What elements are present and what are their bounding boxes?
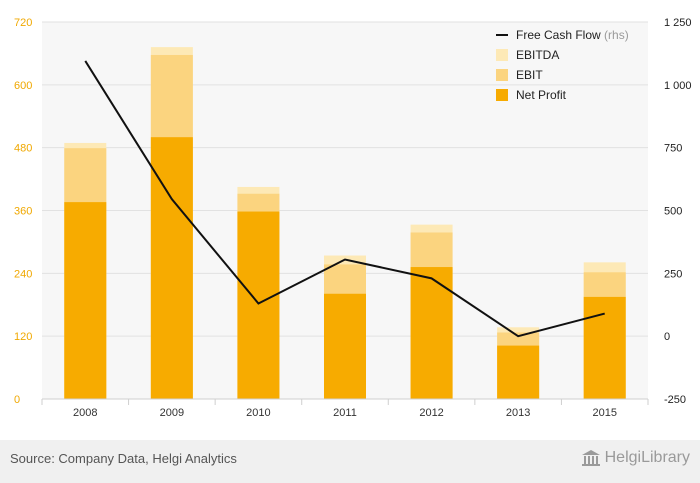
- right-tick-label: -250: [664, 394, 686, 406]
- footer: Source: Company Data, Helgi Analytics He…: [0, 440, 700, 483]
- right-tick-label: 750: [664, 143, 682, 155]
- left-tick-label: 240: [14, 268, 32, 280]
- legend-swatch-box: [496, 69, 508, 81]
- left-tick-label: 600: [14, 80, 32, 92]
- bar-net-profit: [583, 296, 626, 399]
- x-tick-label: 2011: [333, 407, 357, 419]
- legend-item-label: EBIT: [516, 68, 543, 82]
- library-building-icon: [581, 450, 600, 466]
- left-tick-label: 720: [14, 17, 32, 29]
- bar-net-profit: [150, 137, 193, 399]
- left-tick-label: 0: [14, 394, 20, 406]
- x-tick-label: 2013: [506, 407, 530, 419]
- x-tick-label: 2008: [73, 407, 97, 419]
- legend-item-label: EBITDA: [516, 48, 559, 62]
- legend-swatch-box: [496, 49, 508, 61]
- x-tick-label: 2010: [246, 407, 270, 419]
- legend-swatch-box: [496, 89, 508, 101]
- bar-net-profit: [64, 202, 107, 399]
- left-tick-label: 120: [14, 331, 32, 343]
- chart-area: 0 120 240 360 480 600 720 -250 0 250 500 750 1 000 1 …: [14, 17, 692, 419]
- brand-name: HelgiLibrary: [604, 449, 690, 466]
- x-tick-label: 2009: [160, 407, 184, 419]
- right-tick-label: 1 250: [664, 17, 692, 29]
- bar-net-profit: [237, 211, 280, 399]
- right-tick-label: 1 000: [664, 80, 692, 92]
- left-tick-label: 480: [14, 143, 32, 155]
- right-tick-label: 250: [664, 268, 682, 280]
- bar-net-profit: [497, 345, 540, 399]
- legend-item-suffix: (rhs): [601, 28, 629, 42]
- x-tick-label: 2012: [419, 407, 443, 419]
- x-tick-label: 2015: [592, 407, 616, 419]
- legend-item-label: Free Cash Flow (rhs): [516, 28, 629, 42]
- bar-net-profit: [324, 293, 366, 399]
- bar-net-profit: [410, 267, 453, 399]
- left-tick-label: 360: [14, 206, 32, 218]
- combo-chart: 0 120 240 360 480 600 720 -250 0 250 500 750 1 000 1 …: [14, 17, 692, 419]
- line-free-cash-flow: [84, 60, 605, 338]
- right-tick-label: 500: [664, 206, 682, 218]
- legend-item-label: Net Profit: [516, 88, 567, 102]
- right-tick-label: 0: [664, 331, 670, 343]
- brand-logo[interactable]: HelgiLibrary: [581, 449, 690, 467]
- source-text: Source: Company Data, Helgi Analytics: [10, 451, 237, 466]
